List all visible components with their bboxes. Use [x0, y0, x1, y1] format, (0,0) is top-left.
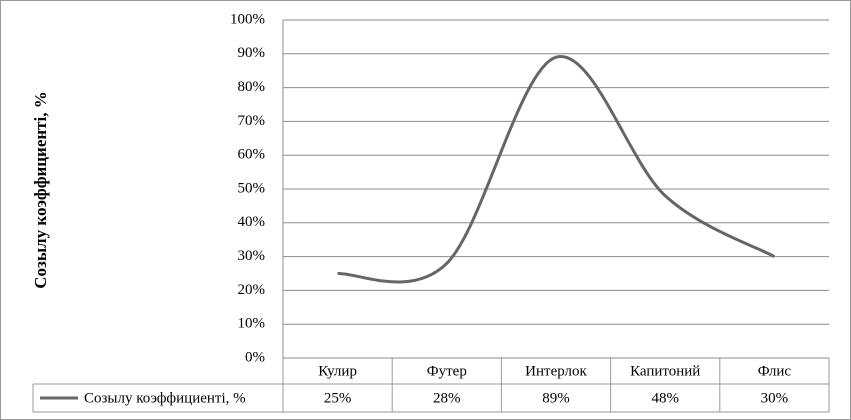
line-series	[337, 55, 776, 284]
table-value: 48%	[651, 390, 679, 406]
y-tick-label: 40%	[238, 214, 266, 230]
y-tick-label: 60%	[238, 147, 266, 163]
y-tick-label: 10%	[238, 316, 266, 332]
table-value: 89%	[542, 390, 570, 406]
y-tick-label: 50%	[238, 180, 266, 196]
table-value: 30%	[761, 390, 789, 406]
y-tick-label: 70%	[238, 113, 266, 129]
x-tick-label: Интерлок	[525, 363, 587, 379]
x-tick-label: Футер	[427, 363, 467, 379]
y-tick-label: 90%	[238, 45, 266, 61]
x-tick-label: Флис	[758, 363, 792, 379]
table-value: 28%	[433, 390, 461, 406]
x-tick-label: Кулир	[318, 363, 357, 379]
legend-label: Созылу коэффициенті, %	[84, 390, 246, 406]
y-tick-label: 30%	[238, 248, 266, 264]
y-tick-label: 0%	[245, 349, 265, 365]
table-value: 25%	[324, 390, 352, 406]
x-tick-label: Капитоний	[630, 363, 700, 379]
y-axis-title: Созылу коэффициенті, %	[31, 91, 50, 289]
y-tick-label: 80%	[238, 79, 266, 95]
y-tick-label: 20%	[238, 282, 266, 298]
y-tick-label: 100%	[230, 11, 265, 27]
